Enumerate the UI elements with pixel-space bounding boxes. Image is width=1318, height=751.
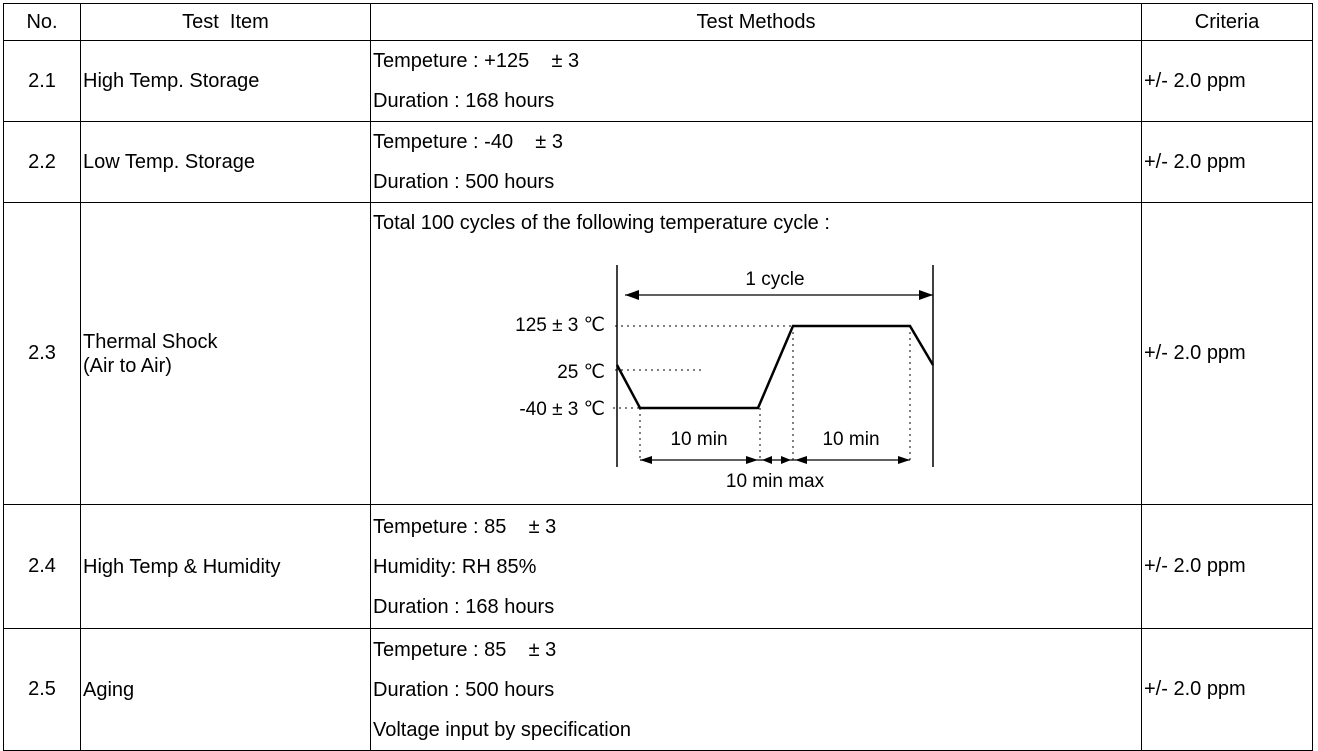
item-line: High Temp. Storage xyxy=(83,70,260,92)
header-cell: Criteria xyxy=(1141,3,1313,41)
item-line: Low Temp. Storage xyxy=(83,151,255,173)
high-temp-label: 125 ± 3 ℃ xyxy=(515,315,605,336)
methods-cell: Tempeture : -40 ± 3 Duration : 500 hours xyxy=(370,121,1142,203)
method-line: Duration : 168 hours xyxy=(373,90,555,112)
transition-label: 10 min max xyxy=(726,471,825,492)
table-row: 2.2 Low Temp. Storage Tempeture : -40 ± 3 D… xyxy=(3,121,1313,203)
table-row: 2.3 Thermal Shock (Air to Air) Total 100 cy… xyxy=(3,202,1313,505)
criteria-cell: +/- 2.0 ppm xyxy=(1141,40,1313,122)
method-line: Tempeture : -40 ± 3 xyxy=(373,131,563,153)
cycle-label: 1 cycle xyxy=(745,269,804,290)
method-line: Duration : 500 hours xyxy=(373,171,555,193)
table-row: 2.4 High Temp & Humidity Tempeture : 85 ± … xyxy=(3,504,1313,629)
method-line: Humidity: RH 85% xyxy=(373,555,537,578)
low-dwell-label: 10 min xyxy=(670,429,727,450)
item-cell: Aging xyxy=(80,628,371,751)
methods-cell: Tempeture : 85 ± 3 Humidity: RH 85% Durati… xyxy=(370,504,1142,629)
criteria-cell: +/- 2.0 ppm xyxy=(1141,628,1313,751)
item-line: (Air to Air) xyxy=(83,354,172,377)
item-line: Thermal Shock xyxy=(83,330,218,353)
table-row: 2.1 High Temp. Storage Tempeture : +125 ± … xyxy=(3,40,1313,122)
item-cell: Thermal Shock (Air to Air) xyxy=(80,202,371,505)
number-cell: 2.3 xyxy=(3,202,81,505)
low-temp-label: -40 ± 3 ℃ xyxy=(519,399,605,420)
method-line: Duration : 168 hours xyxy=(373,595,555,618)
header-row: No. Test Item Test Methods Criteria xyxy=(3,3,1313,41)
item-cell: High Temp & Humidity xyxy=(80,504,371,629)
high-dwell-label: 10 min xyxy=(822,429,879,450)
header-cell: Test Methods xyxy=(370,3,1142,41)
table-row: 2.5 Aging Tempeture : 85 ± 3 Duration : 500… xyxy=(3,628,1313,751)
item-line: Aging xyxy=(83,678,135,701)
number-cell: 2.1 xyxy=(3,40,81,122)
method-line: Tempeture : 85 ± 3 xyxy=(373,515,557,538)
method-line: Tempeture : +125 ± 3 xyxy=(373,50,580,72)
header-cell: Test Item xyxy=(80,3,371,41)
method-line: Total 100 cycles of the following temper… xyxy=(373,212,830,234)
item-line: High Temp & Humidity xyxy=(83,555,281,578)
method-line: Tempeture : 85 ± 3 xyxy=(373,638,557,661)
number-cell: 2.4 xyxy=(3,504,81,629)
item-cell: Low Temp. Storage xyxy=(80,121,371,203)
test-table: No. Test Item Test Methods Criteria 2.1 H… xyxy=(3,3,1313,751)
header-cell: No. xyxy=(3,3,81,41)
item-cell: High Temp. Storage xyxy=(80,40,371,122)
method-line: Duration : 500 hours xyxy=(373,678,555,701)
number-cell: 2.5 xyxy=(3,628,81,751)
methods-cell: Tempeture : +125 ± 3 Duration : 168 hours xyxy=(370,40,1142,122)
room-temp-label: 25 ℃ xyxy=(557,362,605,383)
criteria-cell: +/- 2.0 ppm xyxy=(1141,121,1313,203)
method-line: Voltage input by specification xyxy=(373,718,631,741)
methods-cell: Tempeture : 85 ± 3 Duration : 500 hours Vo… xyxy=(370,628,1142,751)
methods-cell: Total 100 cycles of the following temper… xyxy=(370,202,1142,505)
number-cell: 2.2 xyxy=(3,121,81,203)
